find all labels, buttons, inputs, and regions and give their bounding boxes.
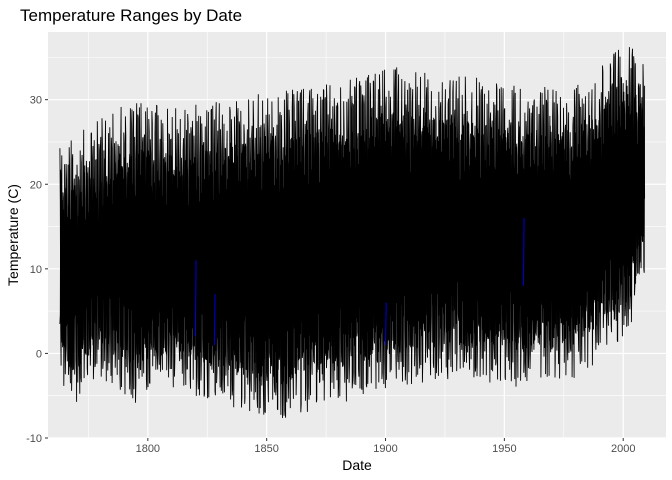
accent-segment [213, 294, 216, 345]
temperature-series-line [59, 47, 646, 419]
y-tick-label: 30 [30, 95, 42, 107]
y-tick-label: -10 [26, 433, 42, 445]
accent-segment [522, 218, 525, 286]
temperature-series-line-secondary [59, 85, 646, 385]
x-tick-label: 1950 [492, 443, 516, 455]
accent-segment [384, 302, 387, 345]
y-tick-label: 20 [30, 179, 42, 191]
y-tick-label: 0 [36, 348, 42, 360]
data-lines [59, 47, 646, 419]
x-axis-title: Date [342, 457, 372, 473]
y-axis-title: Temperature (C) [5, 184, 21, 286]
accent-segment [194, 260, 197, 337]
chart-title: Temperature Ranges by Date [20, 6, 242, 25]
x-axis-ticks: 1800 1850 1900 1950 2000 [136, 438, 635, 455]
x-tick-label: 1850 [254, 443, 278, 455]
y-tick-label: 10 [30, 264, 42, 276]
x-tick-label: 2000 [611, 443, 635, 455]
y-axis-ticks: -10 0 10 20 30 [26, 95, 48, 445]
x-tick-label: 1900 [373, 443, 397, 455]
x-tick-label: 1800 [136, 443, 160, 455]
